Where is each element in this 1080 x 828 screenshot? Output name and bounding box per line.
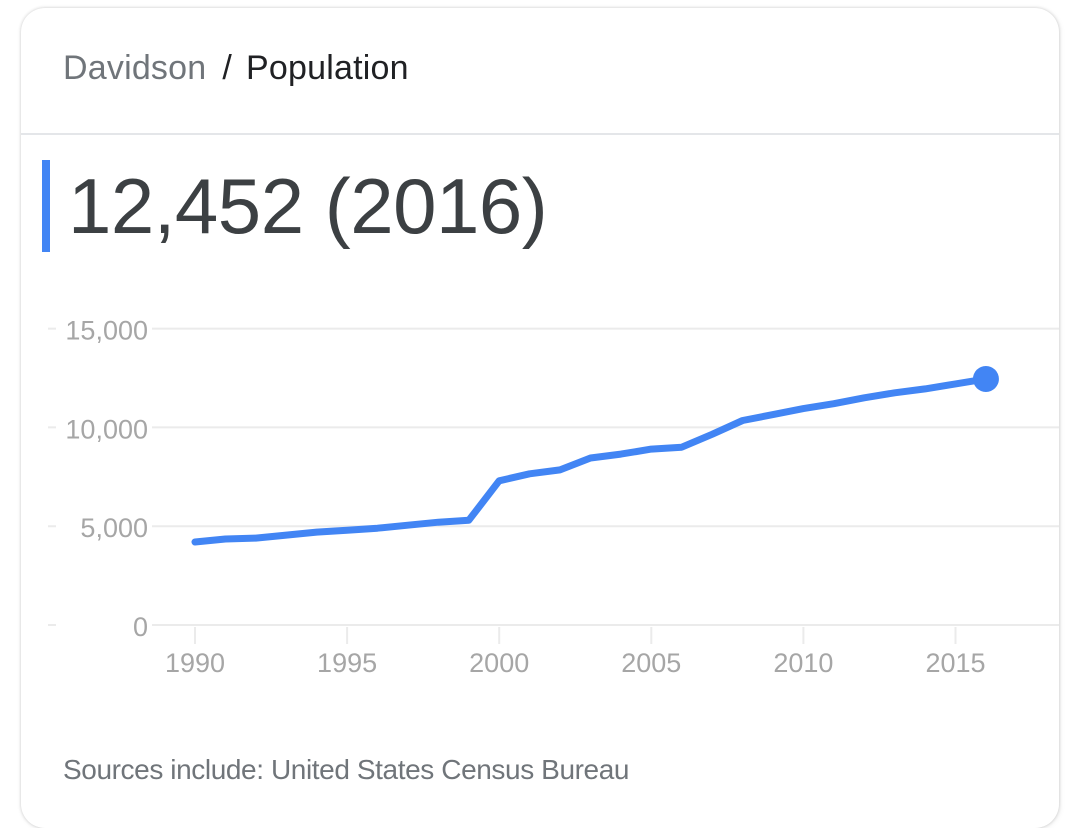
y-tick-label-bg: [56, 411, 152, 442]
population-card: Davidson / Population: [21, 8, 1059, 828]
x-tick-label: 2010: [773, 648, 833, 678]
population-line-chart: 0 5,000 10,000 15,000 1990 1995 2000 2005 2010 20…: [0, 0, 1080, 809]
population-series-line: [191, 375, 990, 546]
latest-value-marker[interactable]: [972, 365, 999, 392]
breadcrumb-parent-link[interactable]: Davidson: [63, 49, 207, 87]
y-tick-label-bg: [56, 510, 152, 541]
card-header: Davidson / Population: [21, 8, 1059, 135]
y-tick-label: 10,000: [65, 414, 148, 444]
y-tick-label: 15,000: [65, 316, 148, 346]
source-attribution: Sources include: United States Census Bu…: [63, 754, 630, 785]
breadcrumb-current: Population: [246, 49, 409, 87]
population-headline: 12,452 (2016): [42, 160, 548, 252]
x-tick-label: 1990: [165, 648, 225, 678]
x-tick-label: 2015: [925, 648, 985, 678]
x-tick-label: 1995: [317, 648, 377, 678]
y-tick-label-bg: [56, 609, 152, 639]
breadcrumb: Davidson / Population: [63, 48, 409, 88]
y-tick-label: 5,000: [80, 513, 148, 543]
x-tick-label: 2005: [621, 648, 681, 678]
y-tick-label: 0: [133, 612, 148, 642]
x-tick-label: 2000: [469, 648, 529, 678]
chart-canvas[interactable]: 0 5,000 10,000 15,000 1990 1995 2000 2005 2010 20…: [0, 0, 1080, 809]
y-tick-label-bg: [56, 312, 152, 343]
breadcrumb-separator: /: [222, 49, 233, 87]
